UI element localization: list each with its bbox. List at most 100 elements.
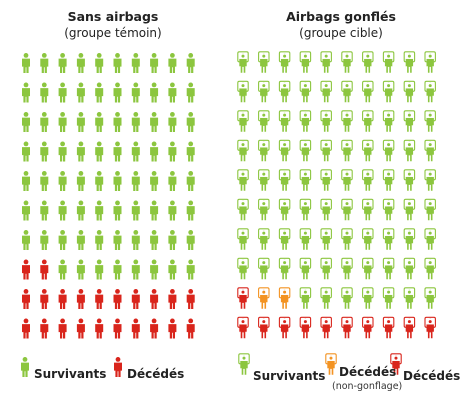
control-person-icon: [150, 259, 159, 280]
control-person-icon: [95, 112, 104, 132]
target-person-icon: [320, 80, 332, 103]
control-person-icon: [186, 112, 195, 132]
control-person-icon: [186, 289, 195, 309]
control-person-icon: [40, 141, 49, 162]
control-person-icon: [58, 200, 67, 221]
legend-survivors-label: Survivants: [253, 369, 326, 383]
control-person-icon: [150, 171, 159, 191]
target-person-icon: [424, 139, 436, 162]
control-person-icon: [40, 318, 49, 339]
control-person-icon: [40, 82, 49, 103]
control-person-icon: [76, 171, 85, 191]
target-person-icon: [341, 228, 353, 251]
target-person-icon: [299, 257, 312, 280]
control-person-icon: [76, 112, 85, 132]
target-person-icon: [237, 228, 249, 251]
legend-survivor-icon: [238, 353, 250, 376]
target-person-icon: [362, 169, 374, 192]
target-person-icon: [258, 316, 270, 339]
control-person-icon: [150, 141, 159, 162]
target-person-icon: [382, 316, 395, 339]
target-person-icon: [320, 51, 332, 74]
control-person-icon: [168, 112, 177, 132]
target-person-icon: [320, 139, 332, 162]
target-person-icon: [278, 139, 291, 162]
target-person-icon: [362, 228, 374, 251]
control-person-icon: [113, 318, 122, 339]
control-person-icon: [58, 112, 67, 132]
control-person-icon: [95, 171, 104, 191]
control-person-icon: [58, 289, 67, 309]
control-person-icon: [168, 230, 177, 250]
control-person-icon: [22, 230, 30, 250]
control-person-icon: [113, 82, 122, 103]
control-person-icon: [76, 259, 85, 280]
target-person-icon: [258, 169, 270, 192]
target-person-icon: [299, 228, 312, 251]
control-person-icon: [131, 112, 140, 132]
target-person-icon: [382, 139, 395, 162]
control-person-icon: [22, 53, 30, 73]
target-person-icon: [237, 80, 249, 103]
legend-non-inflation-note: (non-gonflage): [332, 381, 403, 392]
target-person-icon: [341, 169, 353, 192]
target-person-icon: [382, 80, 395, 103]
target-person-icon: [341, 139, 353, 162]
target-person-icon: [382, 51, 395, 74]
target-person-icon: [299, 198, 312, 221]
control-person-icon: [150, 53, 159, 73]
control-person-icon: [131, 53, 140, 73]
control-person-icon: [58, 230, 67, 250]
control-person-icon: [58, 318, 67, 339]
legend-non-inflation-label: Décédés: [339, 365, 397, 379]
target-person-icon: [299, 110, 312, 133]
control-person-icon: [22, 318, 30, 339]
target-person-icon: [278, 257, 291, 280]
target-person-icon: [341, 80, 353, 103]
control-person-icon: [186, 230, 195, 250]
control-person-icon: [131, 200, 140, 221]
target-person-icon: [341, 316, 353, 339]
target-person-icon: [278, 110, 291, 133]
target-person-icon: [258, 287, 270, 310]
control-person-icon: [131, 230, 140, 250]
target-person-icon: [362, 257, 374, 280]
target-person-icon: [424, 51, 436, 74]
control-person-icon: [186, 141, 195, 162]
control-person-icon: [150, 230, 159, 250]
target-group-subtitle: (groupe cible): [299, 26, 383, 40]
target-person-icon: [299, 287, 312, 310]
target-person-icon: [278, 169, 291, 192]
target-person-icon: [299, 139, 312, 162]
legend-deceased-icon: [390, 353, 402, 376]
target-person-icon: [424, 257, 436, 280]
target-person-icon: [299, 316, 312, 339]
control-person-icon: [40, 200, 49, 221]
control-person-icon: [131, 289, 140, 309]
control-person-icon: [95, 318, 104, 339]
control-person-icon: [76, 289, 85, 309]
target-person-icon: [258, 228, 270, 251]
target-person-icon: [424, 287, 436, 310]
target-person-icon: [382, 228, 395, 251]
target-person-icon: [258, 198, 270, 221]
control-person-icon: [150, 200, 159, 221]
target-person-icon: [403, 257, 416, 280]
control-person-icon: [40, 230, 49, 250]
target-person-icon: [382, 110, 395, 133]
target-person-icon: [237, 139, 249, 162]
target-person-icon: [424, 228, 436, 251]
target-person-icon: [278, 198, 291, 221]
control-person-icon: [95, 141, 104, 162]
legend-non-inflation-icon: [325, 353, 337, 376]
control-person-icon: [113, 53, 122, 73]
control-person-icon: [76, 230, 85, 250]
target-person-icon: [362, 110, 374, 133]
target-person-icon: [237, 257, 249, 280]
control-person-icon: [22, 289, 30, 309]
target-person-icon: [278, 287, 291, 310]
control-person-icon: [186, 82, 195, 103]
target-person-icon: [299, 169, 312, 192]
control-person-icon: [113, 171, 122, 191]
target-person-icon: [362, 80, 374, 103]
